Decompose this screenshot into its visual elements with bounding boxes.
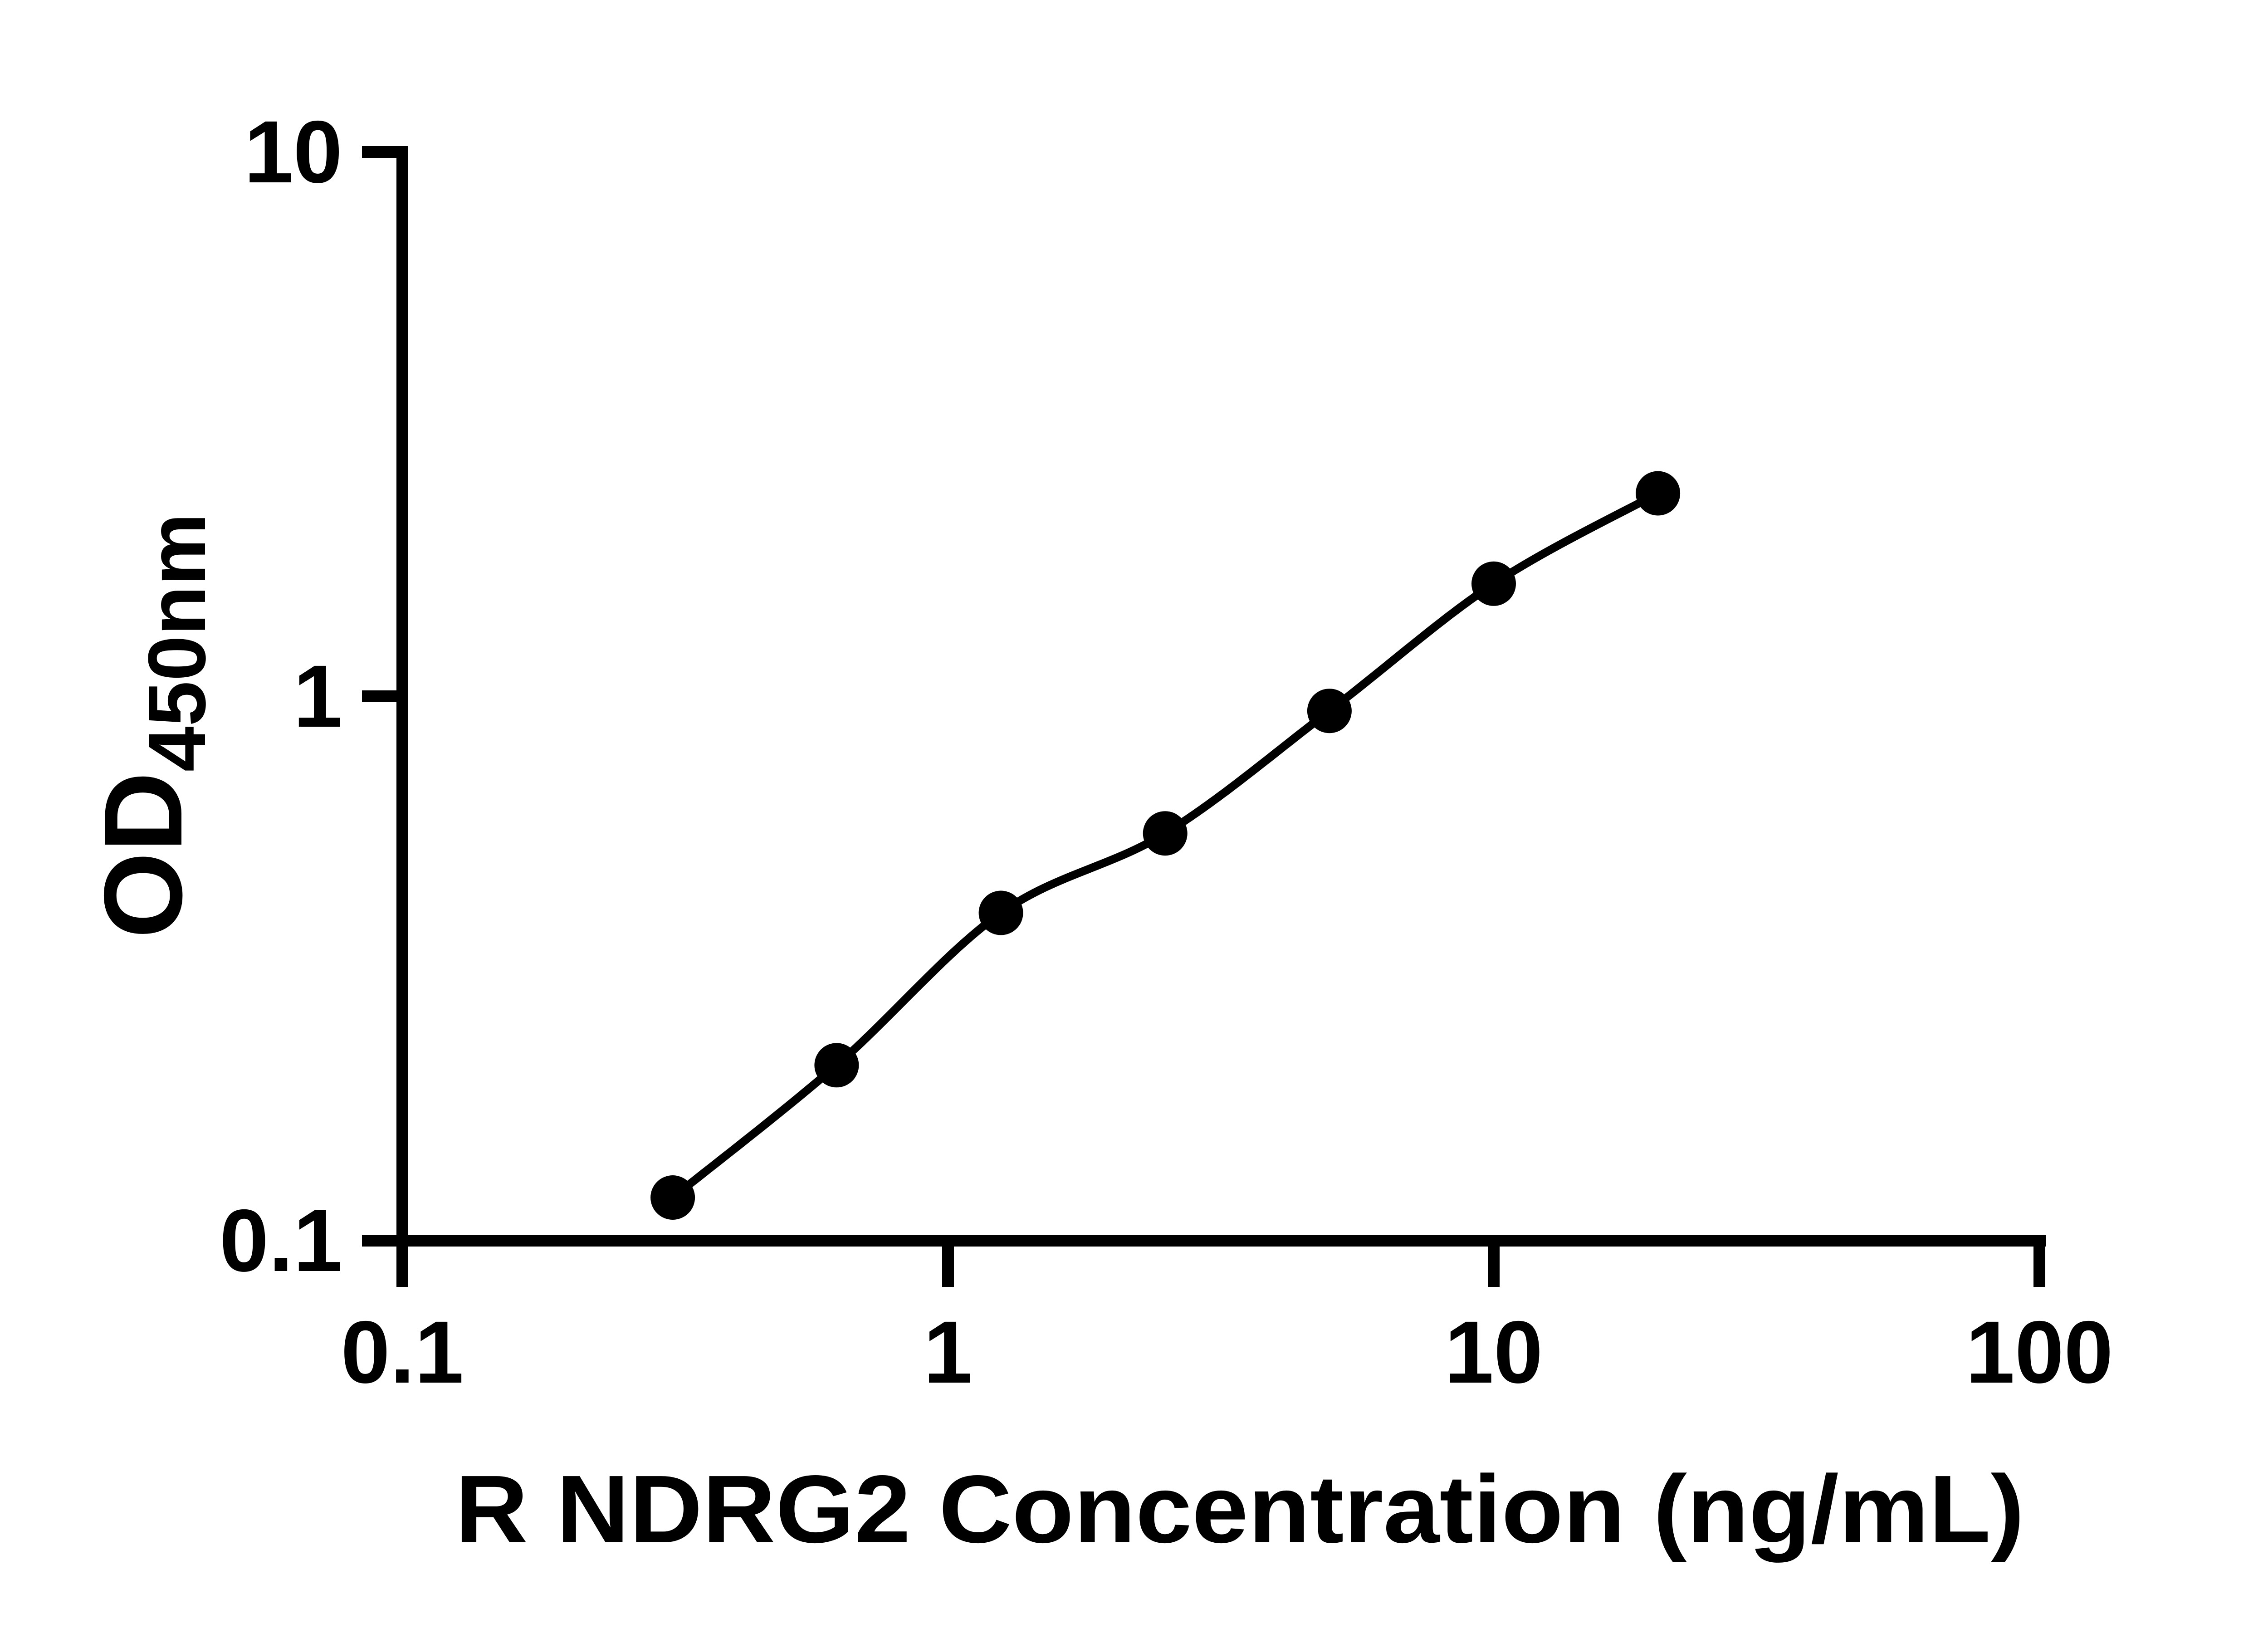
x-tick-label: 10 [1445,1303,1543,1402]
x-tick-label: 1 [924,1303,973,1402]
data-point-marker [1636,471,1681,516]
y-tick-label: 10 [244,103,342,201]
tick-labels-group: 0.1 1 10 0.1 1 10 100 [220,103,2113,1402]
data-point-marker [978,890,1023,935]
data-point-marker [1307,689,1352,733]
x-tick-label: 0.1 [341,1303,464,1402]
axes-group [396,152,2046,1247]
x-tick-label: 100 [1965,1303,2113,1402]
y-axis-title-subscript: 450nm [132,513,223,772]
data-point-marker [650,1175,695,1220]
y-axis-title: OD450nm [81,513,223,939]
series-group [650,471,1681,1220]
data-point-marker [1143,811,1188,856]
x-axis-title: R NDRG2 Concentration (ng/mL) [455,1455,2024,1563]
ticks-group [362,146,2045,1287]
y-tick-label: 0.1 [220,1191,342,1290]
y-axis-title-main: OD [81,772,205,939]
y-tick-label: 1 [293,647,342,746]
data-point-marker [1471,561,1516,606]
data-point-marker [814,1043,859,1088]
